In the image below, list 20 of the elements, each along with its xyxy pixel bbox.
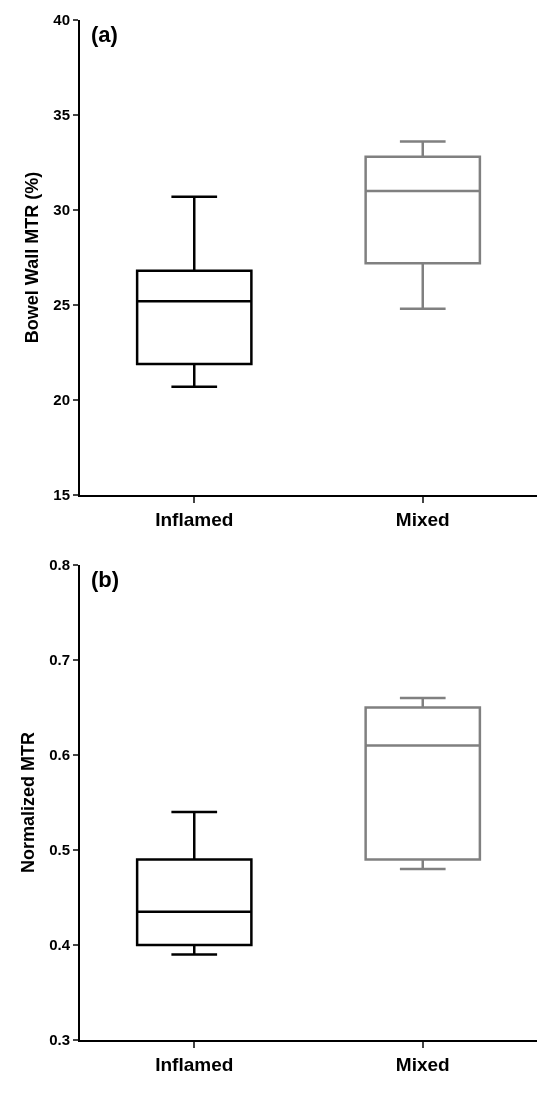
y-tick-label: 0.4 (49, 936, 71, 954)
y-tick-label: 0.6 (49, 746, 70, 764)
y-tick-label: 0.7 (49, 651, 70, 669)
y-tick-label: 25 (53, 296, 70, 314)
x-tick-label: Mixed (395, 508, 450, 530)
y-axis-title: Normalized MTR (17, 731, 38, 874)
x-tick-label: Mixed (395, 1053, 450, 1075)
y-tick-label: 30 (53, 201, 70, 219)
x-tick-label: Inflamed (155, 1053, 234, 1075)
y-tick-label: 0.5 (49, 841, 70, 859)
x-tick-label: Inflamed (155, 508, 234, 530)
chart-title: (a) (91, 22, 118, 47)
y-tick-label: 0.8 (49, 556, 70, 574)
y-tick-label: 15 (53, 486, 70, 504)
y-tick-label: 20 (53, 391, 70, 409)
y-tick-label: 35 (53, 106, 70, 124)
chart-title: (b) (91, 567, 120, 592)
y-tick-label: 40 (53, 11, 70, 29)
y-tick-label: 0.3 (49, 1031, 70, 1049)
y-axis-title: Bowel Wall MTR (%) (22, 171, 43, 344)
